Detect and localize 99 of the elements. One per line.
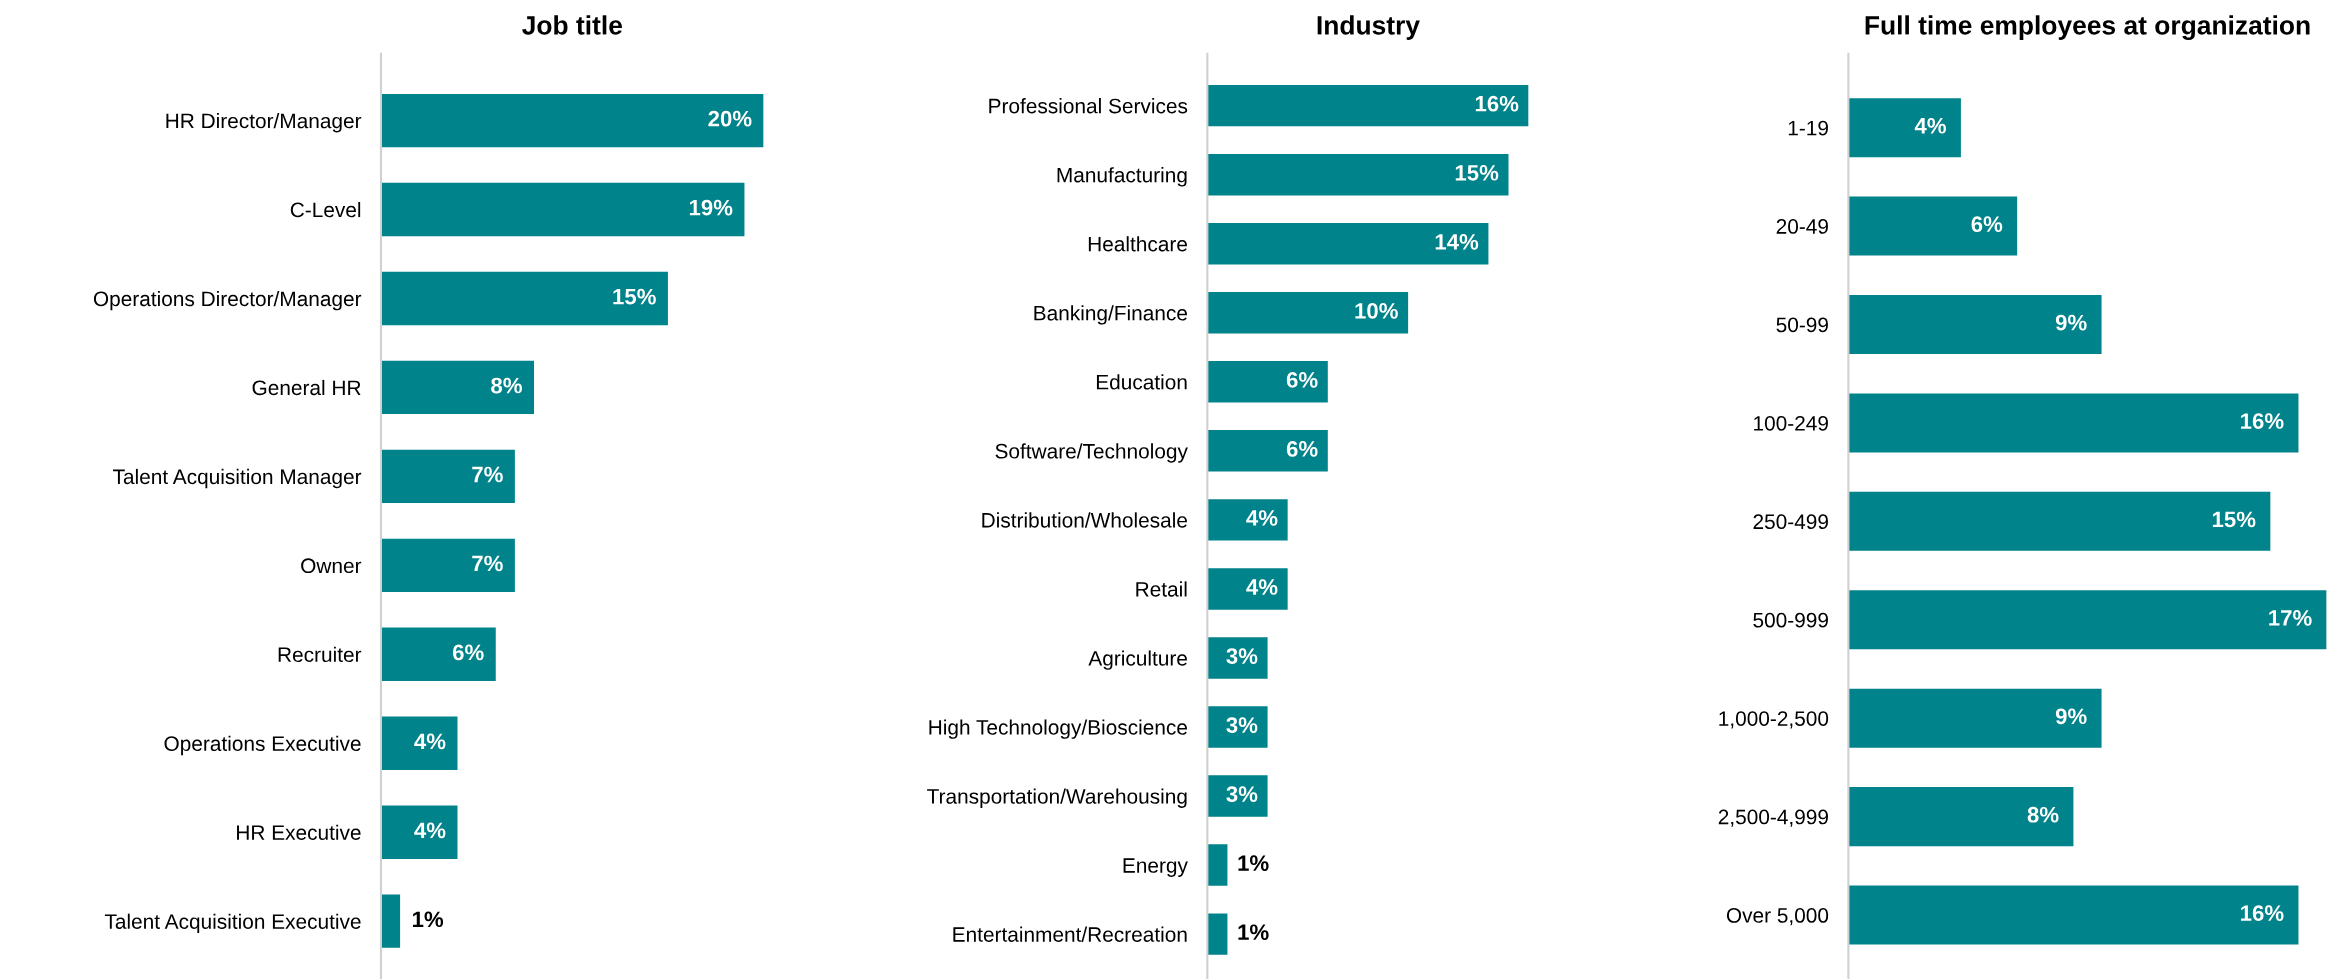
data-label: 6% — [452, 644, 484, 661]
y-tick-label: 500-999 — [1753, 612, 1828, 628]
y-tick-label: Talent Acquisition Executive — [104, 913, 361, 934]
bar — [1207, 844, 1228, 886]
bar — [380, 538, 515, 593]
bar — [1207, 223, 1489, 265]
bar — [1207, 499, 1288, 541]
data-label: 4% — [414, 733, 446, 750]
bar — [1207, 292, 1409, 334]
data-label: 15% — [1455, 164, 1499, 181]
data-label: 16% — [2241, 413, 2284, 429]
y-tick-label: 250-499 — [1753, 514, 1828, 530]
data-label: 7% — [472, 555, 503, 572]
data-label: 16% — [1475, 95, 1519, 112]
bar — [1848, 885, 2299, 945]
bar — [1207, 568, 1288, 610]
y-tick-label: Transportation/Warehousing — [927, 788, 1187, 808]
data-label: 20% — [708, 110, 752, 127]
bar — [1848, 196, 2018, 256]
y-tick-label: C-Level — [290, 201, 361, 218]
bar — [1848, 294, 2102, 355]
y-tick-label: Owner — [301, 558, 362, 574]
data-label: 1% — [1238, 924, 1269, 941]
bar — [1848, 688, 2102, 748]
data-label: 6% — [1286, 441, 1318, 457]
data-label: 6% — [1971, 216, 2003, 233]
data-label: 8% — [491, 377, 522, 394]
y-tick-label: 1-19 — [1788, 120, 1828, 136]
y-tick-label: General HR — [252, 379, 361, 396]
data-label: 19% — [689, 199, 733, 216]
y-tick-label: HR Director/Manager — [166, 113, 362, 133]
bar — [1848, 393, 2299, 453]
data-label: 3% — [1226, 648, 1258, 664]
y-tick-label: High Technology/Bioscience — [929, 719, 1187, 739]
data-label: 3% — [1226, 786, 1258, 803]
data-label: 9% — [2055, 314, 2087, 331]
chart-title: Industry — [1317, 15, 1420, 40]
y-tick-label: Retail — [1136, 581, 1187, 597]
bar — [1848, 787, 2074, 847]
chart-title: Full time employees at organization — [1865, 15, 2310, 40]
bar — [1207, 84, 1529, 127]
y-tick-label: 1,000-2,500 — [1719, 711, 1829, 729]
data-label: 15% — [2212, 511, 2256, 528]
data-label: 9% — [2055, 708, 2087, 725]
data-label: 8% — [2027, 806, 2059, 823]
y-tick-label: Operations Director/Manager — [93, 290, 362, 311]
y-tick-label: Entertainment/Recreation — [953, 926, 1187, 942]
y-tick-label: Education — [1096, 374, 1187, 390]
y-tick-label: Professional Services — [989, 98, 1188, 114]
y-tick-label: Manufacturing — [1057, 167, 1187, 187]
y-tick-label: Software/Technology — [995, 443, 1188, 463]
data-label: 15% — [613, 288, 656, 305]
bar — [380, 271, 668, 326]
y-tick-label: 2,500-4,999 — [1718, 809, 1828, 827]
bar — [1848, 590, 2327, 650]
data-label: 17% — [2269, 610, 2312, 626]
bar — [1207, 153, 1509, 196]
bar — [380, 182, 745, 237]
bar — [1207, 775, 1268, 817]
y-tick-label: Healthcare — [1088, 236, 1187, 252]
chart-title: Job title — [522, 15, 622, 35]
data-label: 3% — [1226, 717, 1258, 733]
bar — [1207, 430, 1328, 472]
bar — [380, 716, 458, 770]
y-tick-label: 50-99 — [1776, 317, 1828, 333]
bar — [1848, 98, 1961, 158]
bar — [1207, 913, 1228, 955]
bar — [380, 93, 764, 148]
bar — [1207, 706, 1268, 748]
data-label: 4% — [1246, 579, 1278, 595]
bar — [380, 627, 496, 681]
data-label: 10% — [1355, 302, 1398, 319]
y-tick-label: Talent Acquisition Manager — [113, 468, 362, 489]
y-tick-label: Banking/Finance — [1034, 305, 1187, 325]
bar — [1207, 361, 1328, 403]
bar — [380, 449, 515, 504]
y-tick-label: 100-249 — [1754, 415, 1828, 431]
data-label: 7% — [472, 466, 503, 483]
y-tick-label: Operations Executive — [164, 735, 361, 756]
y-tick-label: Distribution/Wholesale — [982, 512, 1187, 528]
bar — [1848, 491, 2271, 551]
bar — [380, 894, 401, 948]
data-label: 4% — [1246, 510, 1278, 526]
bar — [380, 360, 535, 415]
data-label: 1% — [1238, 855, 1269, 871]
y-tick-label: Energy — [1123, 858, 1188, 877]
y-tick-label: Agriculture — [1088, 650, 1187, 670]
data-label: 4% — [1914, 117, 1946, 134]
data-label: 1% — [412, 911, 444, 928]
data-label: 16% — [2241, 905, 2284, 921]
bar — [1207, 637, 1268, 679]
y-tick-label: HR Executive — [237, 824, 361, 840]
y-tick-label: Over 5,000 — [1726, 908, 1829, 926]
data-label: 4% — [414, 822, 446, 839]
data-label: 14% — [1435, 233, 1479, 250]
bar — [380, 805, 458, 859]
y-tick-label: 20-49 — [1776, 219, 1828, 234]
y-tick-label: Recruiter — [278, 646, 362, 663]
data-label: 6% — [1286, 372, 1318, 388]
